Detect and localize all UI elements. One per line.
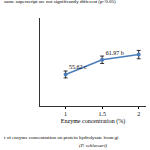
svg-text:55.62 c: 55.62 c	[69, 64, 87, 70]
svg-text:same superscript are not signi: same superscript are not significantly d…	[4, 0, 116, 4]
svg-text:t of enzyme concentration on p: t of enzyme concentration on protein hyd…	[4, 135, 119, 140]
svg-text:1: 1	[64, 111, 67, 117]
svg-text:(P. schlesseri): (P. schlesseri)	[79, 143, 107, 148]
svg-text:Enzyme concentration (%): Enzyme concentration (%)	[61, 118, 125, 125]
svg-text:1.5: 1.5	[98, 111, 106, 117]
svg-text:61.97 b: 61.97 b	[106, 50, 124, 56]
svg-text:2: 2	[137, 111, 140, 117]
